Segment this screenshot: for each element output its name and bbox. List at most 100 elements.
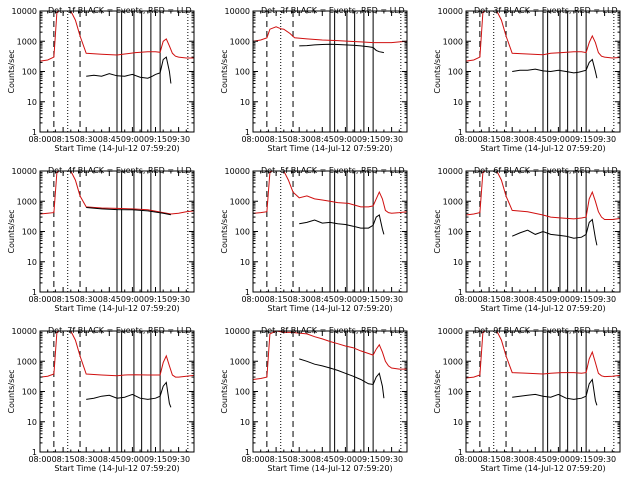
x-tick-label: 08:45 — [98, 455, 121, 464]
chart-panel-9: 1 10 100 1000 10000 08:00 08:15 08:30 08:45 09:00… — [433, 326, 621, 473]
events-series-line — [512, 378, 598, 406]
y-tick-label: 10 — [240, 418, 250, 427]
chart-title: Det. 5f BLACK = Events, RED = LLD — [261, 166, 405, 175]
x-tick-label: 09:30 — [380, 295, 403, 304]
x-tick-label: 08:30 — [288, 455, 311, 464]
x-axis-label: Start Time (14-Jul-12 07:59:20) — [54, 304, 179, 313]
x-tick-label: 08:15 — [52, 295, 75, 304]
x-axis-label: Start Time (14-Jul-12 07:59:20) — [54, 144, 179, 153]
chart-title: Det. 1f BLACK = Events, RED = LLD — [48, 6, 192, 15]
x-axis-label: Start Time (14-Jul-12 07:59:20) — [480, 144, 605, 153]
x-tick-label: 08:00 — [28, 135, 51, 144]
x-tick-label: 09:30 — [380, 135, 403, 144]
events-series-line — [299, 214, 385, 235]
y-tick-label: 10 — [453, 258, 463, 267]
y-axis-label: Counts/sec — [433, 49, 442, 93]
x-tick-label: 08:15 — [265, 135, 288, 144]
chart-title: Det. 7f BLACK = Events, RED = LLD — [48, 326, 192, 335]
y-axis-label: Counts/sec — [7, 369, 16, 413]
x-tick-label: 09:15 — [357, 295, 380, 304]
chart-panel-1: 1 10 100 1000 10000 08:00 08:15 08:30 08:45 09:00… — [7, 6, 195, 153]
x-tick-label: 08:30 — [288, 295, 311, 304]
x-tick-label: 08:15 — [52, 135, 75, 144]
y-tick-label: 1000 — [17, 37, 37, 46]
x-tick-label: 09:15 — [357, 455, 380, 464]
x-axis-label: Start Time (14-Jul-12 07:59:20) — [480, 304, 605, 313]
x-axis-label: Start Time (14-Jul-12 07:59:20) — [267, 144, 392, 153]
y-tick-label: 1 — [245, 288, 250, 297]
x-tick-label: 09:30 — [167, 455, 190, 464]
x-tick-label: 08:45 — [98, 295, 121, 304]
chart-title: Det. 6f BLACK = Events, RED = LLD — [474, 166, 618, 175]
y-tick-label: 100 — [235, 388, 250, 397]
x-tick-label: 08:45 — [311, 295, 334, 304]
x-tick-label: 08:00 — [28, 455, 51, 464]
x-tick-label: 09:00 — [121, 455, 144, 464]
x-tick-label: 09:30 — [593, 135, 616, 144]
y-tick-label: 10000 — [438, 327, 463, 336]
x-axis-label: Start Time (14-Jul-12 07:59:20) — [480, 464, 605, 473]
y-tick-label: 10 — [453, 98, 463, 107]
y-tick-label: 100 — [22, 68, 37, 77]
events-series-line — [86, 56, 172, 84]
x-tick-label: 08:30 — [75, 135, 98, 144]
y-tick-label: 10000 — [225, 167, 250, 176]
lld-series-line — [40, 11, 194, 62]
chart-title: Det. 9f BLACK = Events, RED = LLD — [474, 326, 618, 335]
y-tick-label: 1000 — [230, 357, 250, 366]
y-tick-label: 10000 — [225, 327, 250, 336]
y-axis-label: Counts/sec — [7, 49, 16, 93]
y-tick-label: 1 — [245, 128, 250, 137]
y-axis-label: Counts/sec — [220, 49, 229, 93]
x-tick-label: 09:15 — [144, 135, 167, 144]
y-tick-label: 10 — [453, 418, 463, 427]
y-tick-label: 10 — [27, 418, 37, 427]
chart-panel-4: 1 10 100 1000 10000 08:00 08:15 08:30 08:45 09:00… — [7, 166, 195, 313]
x-tick-label: 09:00 — [334, 135, 357, 144]
x-tick-label: 08:15 — [478, 295, 501, 304]
x-tick-label: 08:30 — [501, 135, 524, 144]
x-tick-label: 08:00 — [28, 295, 51, 304]
x-tick-label: 08:30 — [501, 295, 524, 304]
x-tick-label: 09:00 — [121, 135, 144, 144]
x-tick-label: 09:30 — [167, 135, 190, 144]
x-tick-label: 09:15 — [570, 135, 593, 144]
x-tick-label: 09:00 — [334, 455, 357, 464]
y-tick-label: 1 — [458, 128, 463, 137]
chart-panel-7: 1 10 100 1000 10000 08:00 08:15 08:30 08:45 09:00… — [7, 326, 195, 473]
x-tick-label: 09:15 — [570, 455, 593, 464]
lld-series-line — [40, 171, 194, 215]
x-axis-label: Start Time (14-Jul-12 07:59:20) — [267, 464, 392, 473]
y-tick-label: 10000 — [438, 7, 463, 16]
lld-series-line — [466, 171, 620, 220]
y-tick-label: 1 — [458, 448, 463, 457]
x-tick-label: 08:45 — [524, 135, 547, 144]
y-tick-label: 1000 — [230, 37, 250, 46]
events-series-line — [86, 381, 172, 408]
x-tick-label: 08:45 — [524, 295, 547, 304]
events-series-line — [512, 58, 598, 79]
x-tick-label: 09:30 — [167, 295, 190, 304]
x-tick-label: 09:30 — [593, 455, 616, 464]
events-series-line — [299, 43, 384, 54]
y-axis-label: Counts/sec — [220, 209, 229, 253]
x-tick-label: 09:15 — [144, 455, 167, 464]
x-tick-label: 08:00 — [241, 455, 264, 464]
x-tick-label: 09:00 — [121, 295, 144, 304]
x-tick-label: 08:00 — [241, 295, 264, 304]
y-tick-label: 10000 — [12, 327, 37, 336]
x-tick-label: 09:00 — [547, 455, 570, 464]
lld-series-line — [253, 26, 407, 44]
y-tick-label: 1 — [32, 448, 37, 457]
y-axis-label: Counts/sec — [220, 369, 229, 413]
x-tick-label: 08:00 — [454, 455, 477, 464]
y-tick-label: 100 — [235, 68, 250, 77]
y-tick-label: 1000 — [17, 197, 37, 206]
x-axis-label: Start Time (14-Jul-12 07:59:20) — [267, 304, 392, 313]
x-tick-label: 08:45 — [311, 455, 334, 464]
x-tick-label: 09:15 — [570, 295, 593, 304]
y-tick-label: 10 — [240, 258, 250, 267]
x-axis-label: Start Time (14-Jul-12 07:59:20) — [54, 464, 179, 473]
events-series-line — [512, 218, 598, 246]
